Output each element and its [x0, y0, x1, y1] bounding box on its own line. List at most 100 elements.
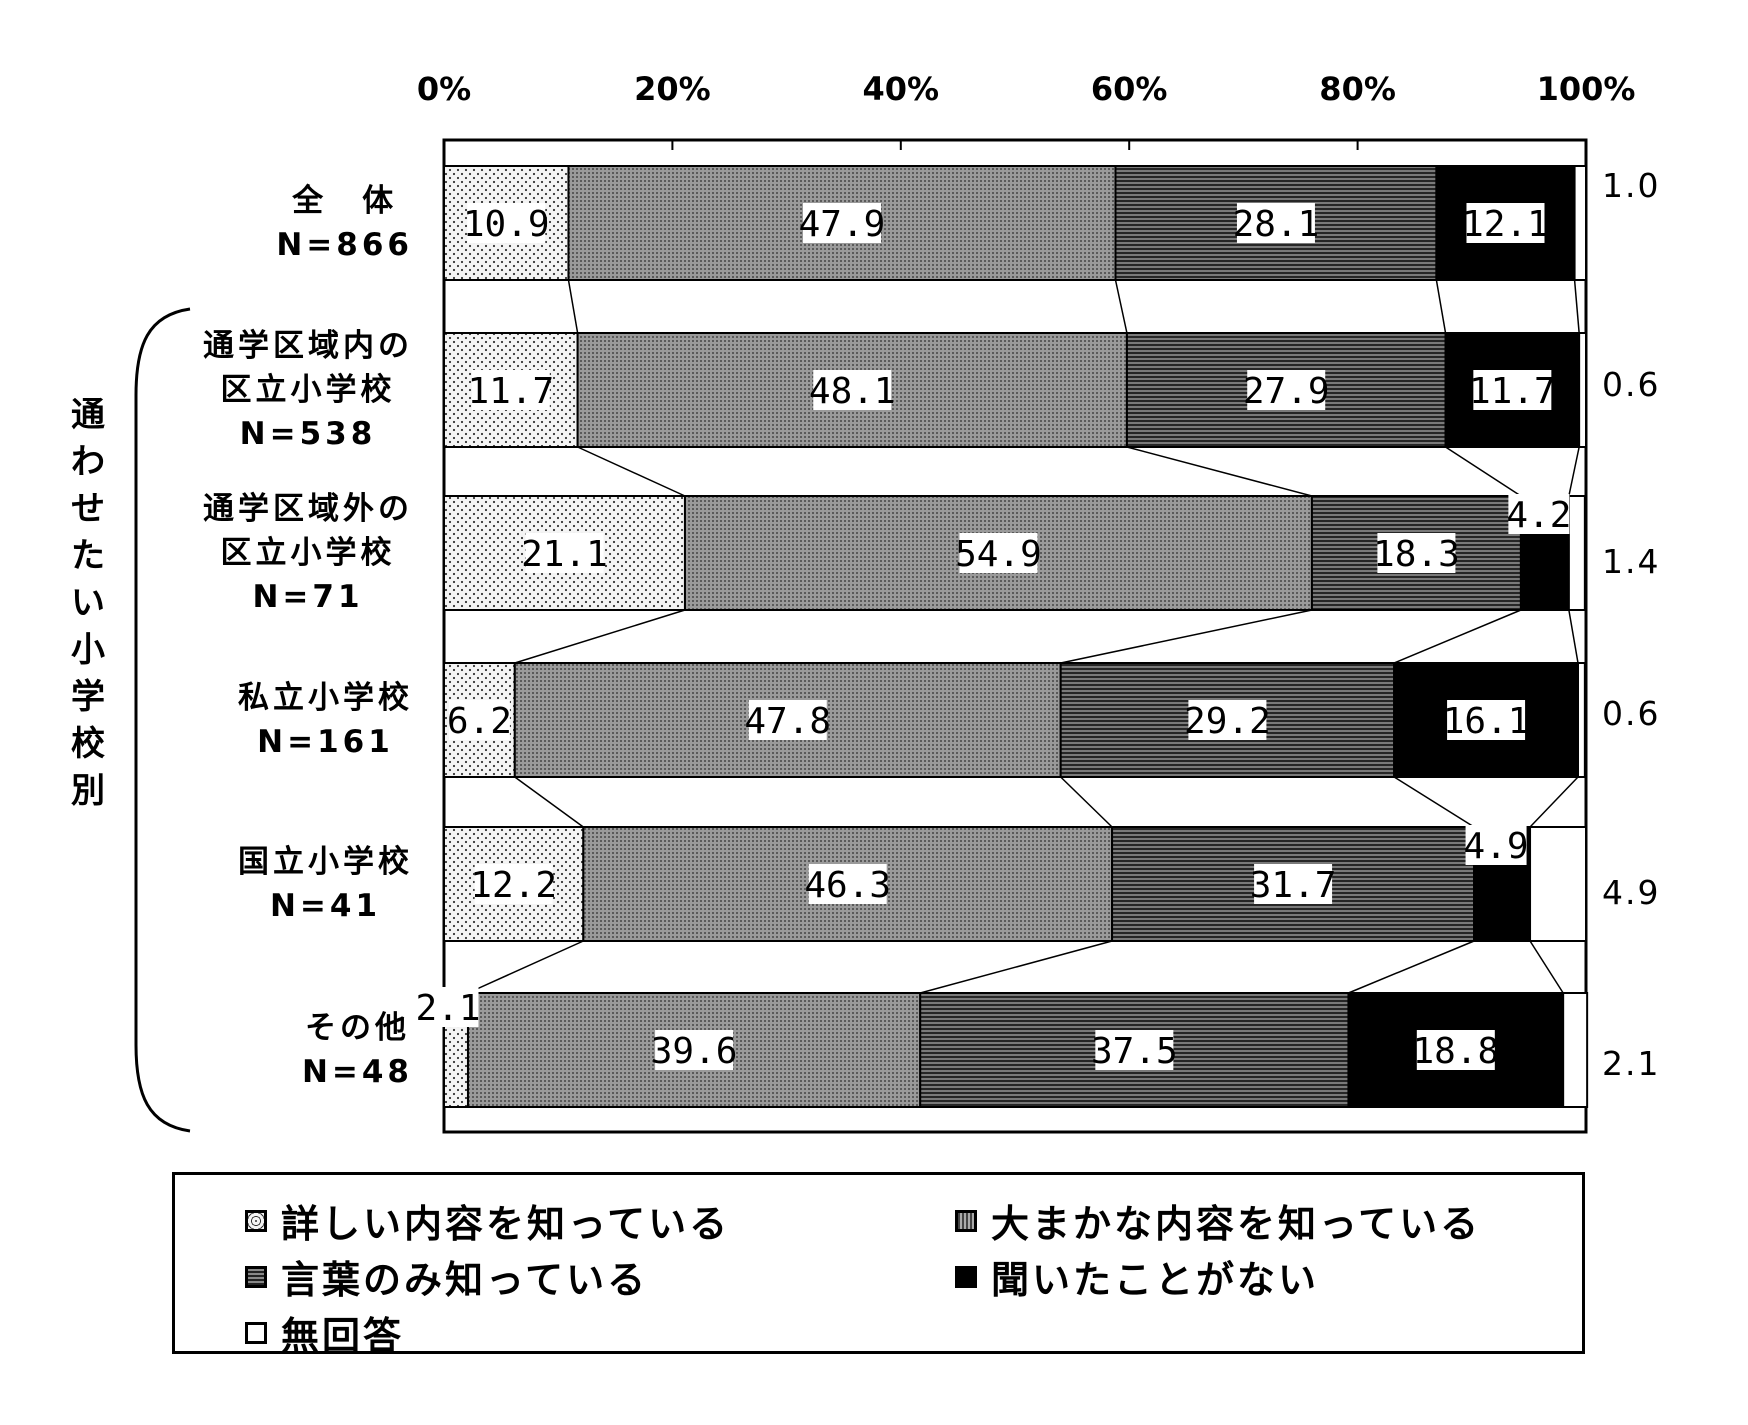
category-label: 全 体 N=866: [276, 183, 413, 263]
category-label: 国立小学校 N=41: [238, 844, 413, 924]
legend-swatch: [955, 1209, 977, 1232]
connector-line: [1445, 446, 1522, 497]
data-label-bg: [748, 700, 827, 740]
bar-segment: [1562, 992, 1589, 1108]
data-label: 46.3: [804, 865, 891, 906]
no-answer-value: 0.6: [1602, 694, 1661, 733]
data-label-bg: [1247, 370, 1326, 410]
category-label: 通学区域外の 区立小学校 N=71: [203, 491, 413, 615]
data-label-bg: [1465, 825, 1527, 865]
connector-line: [1573, 279, 1580, 334]
connector-line: [920, 940, 1113, 994]
no-answer-value: 1.4: [1602, 542, 1661, 581]
group-title: 通わせたい小学校別: [66, 392, 110, 815]
legend: 詳しい内容を知っている 大まかな内容を知っている 言葉のみ知っている 聞いたことがない…: [172, 1172, 1585, 1358]
legend-swatch: [245, 1265, 267, 1288]
data-label-bg: [802, 203, 881, 243]
data-label: 12.2: [470, 865, 557, 906]
data-label-bg: [1447, 700, 1526, 740]
connector-line: [1393, 776, 1475, 828]
x-tick-label: 80%: [1319, 70, 1396, 108]
connector-line: [1529, 940, 1564, 994]
group-title-char: 小: [71, 630, 105, 670]
data-label: 27.9: [1243, 371, 1330, 412]
connector-line: [577, 446, 686, 497]
bar-segment: [1529, 826, 1587, 942]
connector-line: [567, 279, 579, 334]
data-label-bg: [1254, 864, 1333, 904]
legend-label: 大まかな内容を知っている: [991, 1202, 1482, 1246]
data-label-bg: [655, 1030, 734, 1070]
legend-swatch: [955, 1265, 977, 1288]
data-label-bg: [1236, 203, 1315, 243]
connector-line: [1393, 609, 1522, 664]
data-label-bg: [1095, 1030, 1174, 1070]
data-label-bg: [959, 533, 1038, 573]
group-title-char: 校: [71, 724, 105, 764]
legend-item: 聞いたことがない: [955, 1249, 1319, 1304]
data-label: 6.2: [447, 701, 512, 742]
data-label-bg: [525, 533, 604, 573]
data-label-bg: [813, 370, 892, 410]
data-label-bg: [1508, 494, 1570, 534]
data-label: 11.7: [467, 371, 554, 412]
no-answer-value: 4.9: [1602, 873, 1661, 912]
connector-line: [1568, 446, 1580, 497]
group-title-char: た: [71, 536, 105, 576]
data-label: 39.6: [651, 1031, 738, 1072]
data-label-bg: [808, 864, 887, 904]
data-label-bg: [1377, 533, 1456, 573]
data-label: 10.9: [463, 204, 550, 245]
bar-segment: [1578, 332, 1587, 448]
group-title-char: せ: [71, 489, 105, 529]
connector-line: [1348, 940, 1475, 994]
connector-line: [1060, 776, 1113, 828]
data-label: 18.8: [1412, 1031, 1499, 1072]
data-label: 47.8: [744, 701, 831, 742]
category-label: その他 N=48: [301, 1010, 413, 1090]
legend-item: 無回答: [245, 1305, 404, 1360]
connector-line: [1529, 776, 1579, 828]
data-label: 37.5: [1091, 1031, 1178, 1072]
data-label: 4.2: [1506, 495, 1571, 536]
data-label-bg: [1416, 1030, 1495, 1070]
data-label-bg: [448, 700, 510, 740]
data-label: 16.1: [1443, 701, 1530, 742]
data-label-bg: [474, 864, 553, 904]
group-title-char: わ: [71, 442, 105, 482]
group-title-char: 学: [71, 677, 105, 717]
no-answer-value: 2.1: [1602, 1044, 1661, 1083]
connector-line: [1568, 609, 1579, 664]
legend-swatch: [245, 1321, 267, 1344]
data-label: 28.1: [1233, 204, 1320, 245]
data-label: 18.3: [1373, 534, 1460, 575]
data-label-bg: [417, 987, 479, 1027]
plot-frame: [442, 138, 1588, 1134]
data-label-bg: [1188, 700, 1267, 740]
connector-line: [1435, 279, 1447, 334]
bar-segment: [919, 992, 1350, 1108]
data-label: 29.2: [1184, 701, 1271, 742]
bar-segment: [1567, 495, 1586, 611]
connector-line: [467, 940, 584, 994]
data-label: 54.9: [955, 534, 1042, 575]
legend-item: 詳しい内容を知っている: [245, 1193, 730, 1248]
data-label-bg: [467, 203, 546, 243]
data-label-bg: [1473, 370, 1552, 410]
legend-label: 無回答: [281, 1314, 405, 1358]
data-label-bg: [1466, 203, 1545, 243]
legend-label: 聞いたことがない: [991, 1258, 1320, 1302]
x-tick-label: 40%: [862, 70, 940, 108]
connector-line: [1114, 279, 1128, 334]
data-label: 4.9: [1464, 826, 1529, 867]
group-title-char: 別: [71, 771, 105, 811]
connector-line: [1060, 609, 1313, 664]
connector-line: [1126, 446, 1313, 497]
data-label: 21.1: [521, 534, 608, 575]
x-tick-label: 60%: [1090, 70, 1168, 108]
category-label: 私立小学校 N=161: [238, 680, 413, 760]
data-label: 48.1: [809, 371, 896, 412]
bar-segment: [1573, 165, 1587, 281]
data-label: 11.7: [1469, 371, 1556, 412]
